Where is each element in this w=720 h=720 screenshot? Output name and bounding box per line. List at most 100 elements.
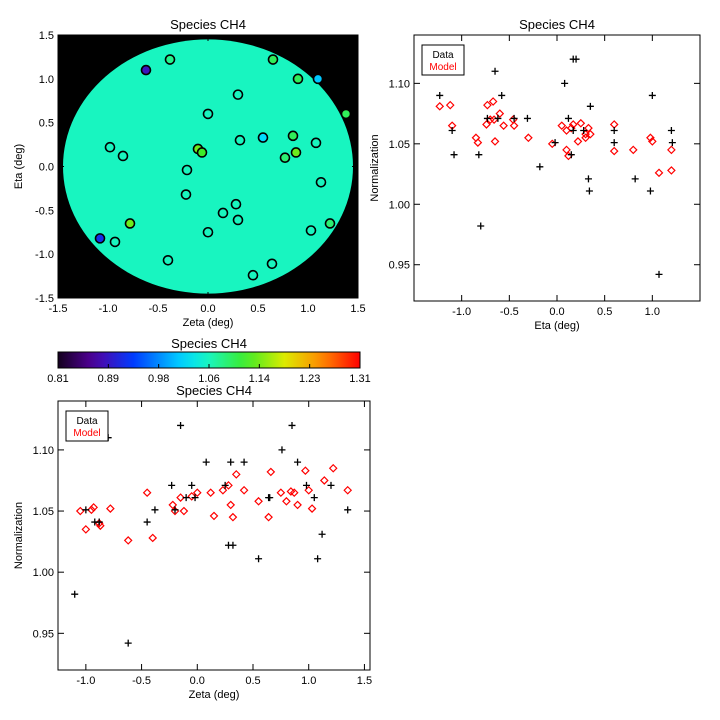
map-xtick-label: 0.0 bbox=[200, 303, 215, 315]
map-point bbox=[140, 64, 152, 76]
map-point bbox=[324, 218, 336, 229]
zeta-plot-ytick-label: 0.95 bbox=[33, 628, 54, 640]
eta-plot-model-point bbox=[584, 123, 593, 133]
eta-plot-data-point bbox=[564, 114, 572, 122]
zeta-plot-xtick-label: 0.0 bbox=[190, 675, 205, 687]
eta-plot-model-point bbox=[499, 121, 508, 131]
map-ytick-label: 0.0 bbox=[39, 162, 54, 174]
map-xlabel: Zeta (deg) bbox=[183, 317, 234, 329]
eta-plot-legend-model: Model bbox=[429, 62, 456, 73]
eta-plot-data-point bbox=[668, 139, 676, 147]
eta-plot-model-point bbox=[654, 168, 664, 178]
map-point bbox=[310, 137, 322, 149]
zeta-plot-data-point bbox=[95, 518, 103, 526]
map-title: Species CH4 bbox=[170, 17, 246, 32]
eta-plot-model-point bbox=[667, 166, 676, 175]
zeta-plot-data-point bbox=[294, 458, 302, 466]
zeta-plot-model-point bbox=[328, 463, 338, 473]
zeta-plot-model-point bbox=[168, 500, 178, 510]
map-point bbox=[312, 73, 324, 85]
zeta-plot-model-point bbox=[307, 504, 317, 513]
zeta-plot-model-point bbox=[192, 488, 202, 498]
eta-plot-model-point bbox=[473, 138, 483, 147]
eta-plot-data-point bbox=[510, 114, 518, 122]
zeta-plot-model-point bbox=[218, 485, 228, 495]
zeta-plot-model-point bbox=[176, 493, 185, 502]
map-ytick-label: 1.0 bbox=[39, 74, 54, 86]
zeta-plot-model-point bbox=[228, 512, 238, 522]
eta-plot-data-point bbox=[477, 222, 485, 230]
eta-plot-data-point bbox=[498, 91, 506, 99]
map-xtick-label: 1.0 bbox=[300, 303, 315, 315]
zeta-plot-model-point bbox=[142, 488, 152, 498]
zeta-plot-data-point bbox=[302, 481, 310, 489]
eta-plot-model-point bbox=[482, 120, 491, 129]
eta-plot-data-point bbox=[580, 127, 588, 135]
map-field bbox=[63, 39, 353, 294]
zeta-plot-ylabel: Normalization bbox=[13, 502, 25, 569]
zeta-plot-data-point bbox=[168, 481, 176, 489]
map-point bbox=[117, 150, 129, 162]
eta-plot-data-point bbox=[523, 114, 531, 122]
eta-plot-frame bbox=[413, 34, 701, 302]
zeta-plot-data-point bbox=[344, 506, 352, 514]
map-point bbox=[232, 89, 244, 100]
map-point bbox=[164, 54, 176, 65]
eta-plot-data-point bbox=[648, 91, 656, 99]
map-ylabel: Eta (deg) bbox=[13, 144, 25, 189]
map-axes: Species CH4 -1.5 -1.0 -0.5 0.0 0.5 1.0 1.5 -1.5 -… bbox=[13, 17, 366, 329]
zeta-plot-data-point bbox=[240, 458, 248, 466]
zeta-plot-data-point bbox=[124, 639, 132, 647]
eta-plot-data-point bbox=[646, 187, 654, 195]
eta-plot-model-point bbox=[495, 109, 505, 118]
eta-plot-data-point bbox=[584, 175, 592, 183]
colorbar-title: Species CH4 bbox=[171, 336, 247, 351]
zeta-plot-model-point bbox=[264, 512, 273, 522]
zeta-plot-data-point bbox=[151, 506, 159, 514]
zeta-plot-data-point bbox=[310, 494, 318, 502]
zeta-plot-xlabel: Zeta (deg) bbox=[189, 689, 240, 701]
zeta-plot-model-point bbox=[106, 504, 115, 513]
eta-plot-ylabel: Normalization bbox=[369, 134, 381, 201]
map-point bbox=[290, 147, 302, 158]
zeta-plot-xtick-label: 1.0 bbox=[301, 675, 316, 687]
zeta-plot-data-point bbox=[182, 494, 190, 502]
eta-plot-model-point bbox=[524, 133, 533, 143]
eta-plot-model-point bbox=[488, 97, 498, 106]
map-point bbox=[247, 269, 259, 281]
zeta-plot-model-point bbox=[87, 505, 96, 515]
eta-plot-data-point bbox=[448, 127, 456, 135]
eta-plot-model-point bbox=[573, 137, 583, 146]
zeta-plot-data-point bbox=[318, 530, 326, 538]
map-xtick-label: -1.5 bbox=[49, 303, 68, 315]
zeta-plot-model-point bbox=[293, 500, 302, 510]
zeta-plot-legend bbox=[65, 410, 109, 442]
eta-plot-data-point bbox=[491, 67, 499, 75]
eta-plot-data-point bbox=[475, 151, 483, 159]
colorbar-tick-label: 1.31 bbox=[349, 373, 370, 385]
eta-plot-ytick-label: 1.10 bbox=[389, 78, 410, 90]
zeta-plot-model-point bbox=[266, 467, 276, 477]
eta-plot-xtick-label: -0.5 bbox=[500, 306, 519, 318]
map-ytick-label: -0.5 bbox=[35, 205, 54, 217]
map-point bbox=[104, 141, 116, 153]
zeta-plot-data-point bbox=[82, 506, 90, 514]
zeta-plot-data-point bbox=[202, 458, 210, 466]
eta-plot-ytick-label: 0.95 bbox=[389, 260, 410, 272]
eta-plot-data-point bbox=[561, 79, 569, 87]
eta-plot-legend bbox=[421, 44, 465, 76]
zeta-plot-model-point bbox=[276, 488, 286, 498]
map-point bbox=[202, 226, 214, 238]
eta-plot-xtick-label: 0.5 bbox=[597, 306, 612, 318]
zeta-plot-model-point bbox=[123, 536, 133, 545]
zeta-plot-data-point bbox=[188, 481, 196, 489]
eta-plot-xtick-label: 0.0 bbox=[549, 306, 564, 318]
zeta-plot-frame bbox=[57, 400, 371, 671]
eta-plot-data-point bbox=[655, 270, 663, 278]
map-xtick-label: 0.5 bbox=[250, 303, 265, 315]
zeta-plot-model-point bbox=[289, 488, 299, 498]
colorbar-tick-label: 1.06 bbox=[198, 373, 219, 385]
eta-plot-data-point bbox=[585, 187, 593, 195]
eta-plot-model-point bbox=[646, 133, 655, 143]
